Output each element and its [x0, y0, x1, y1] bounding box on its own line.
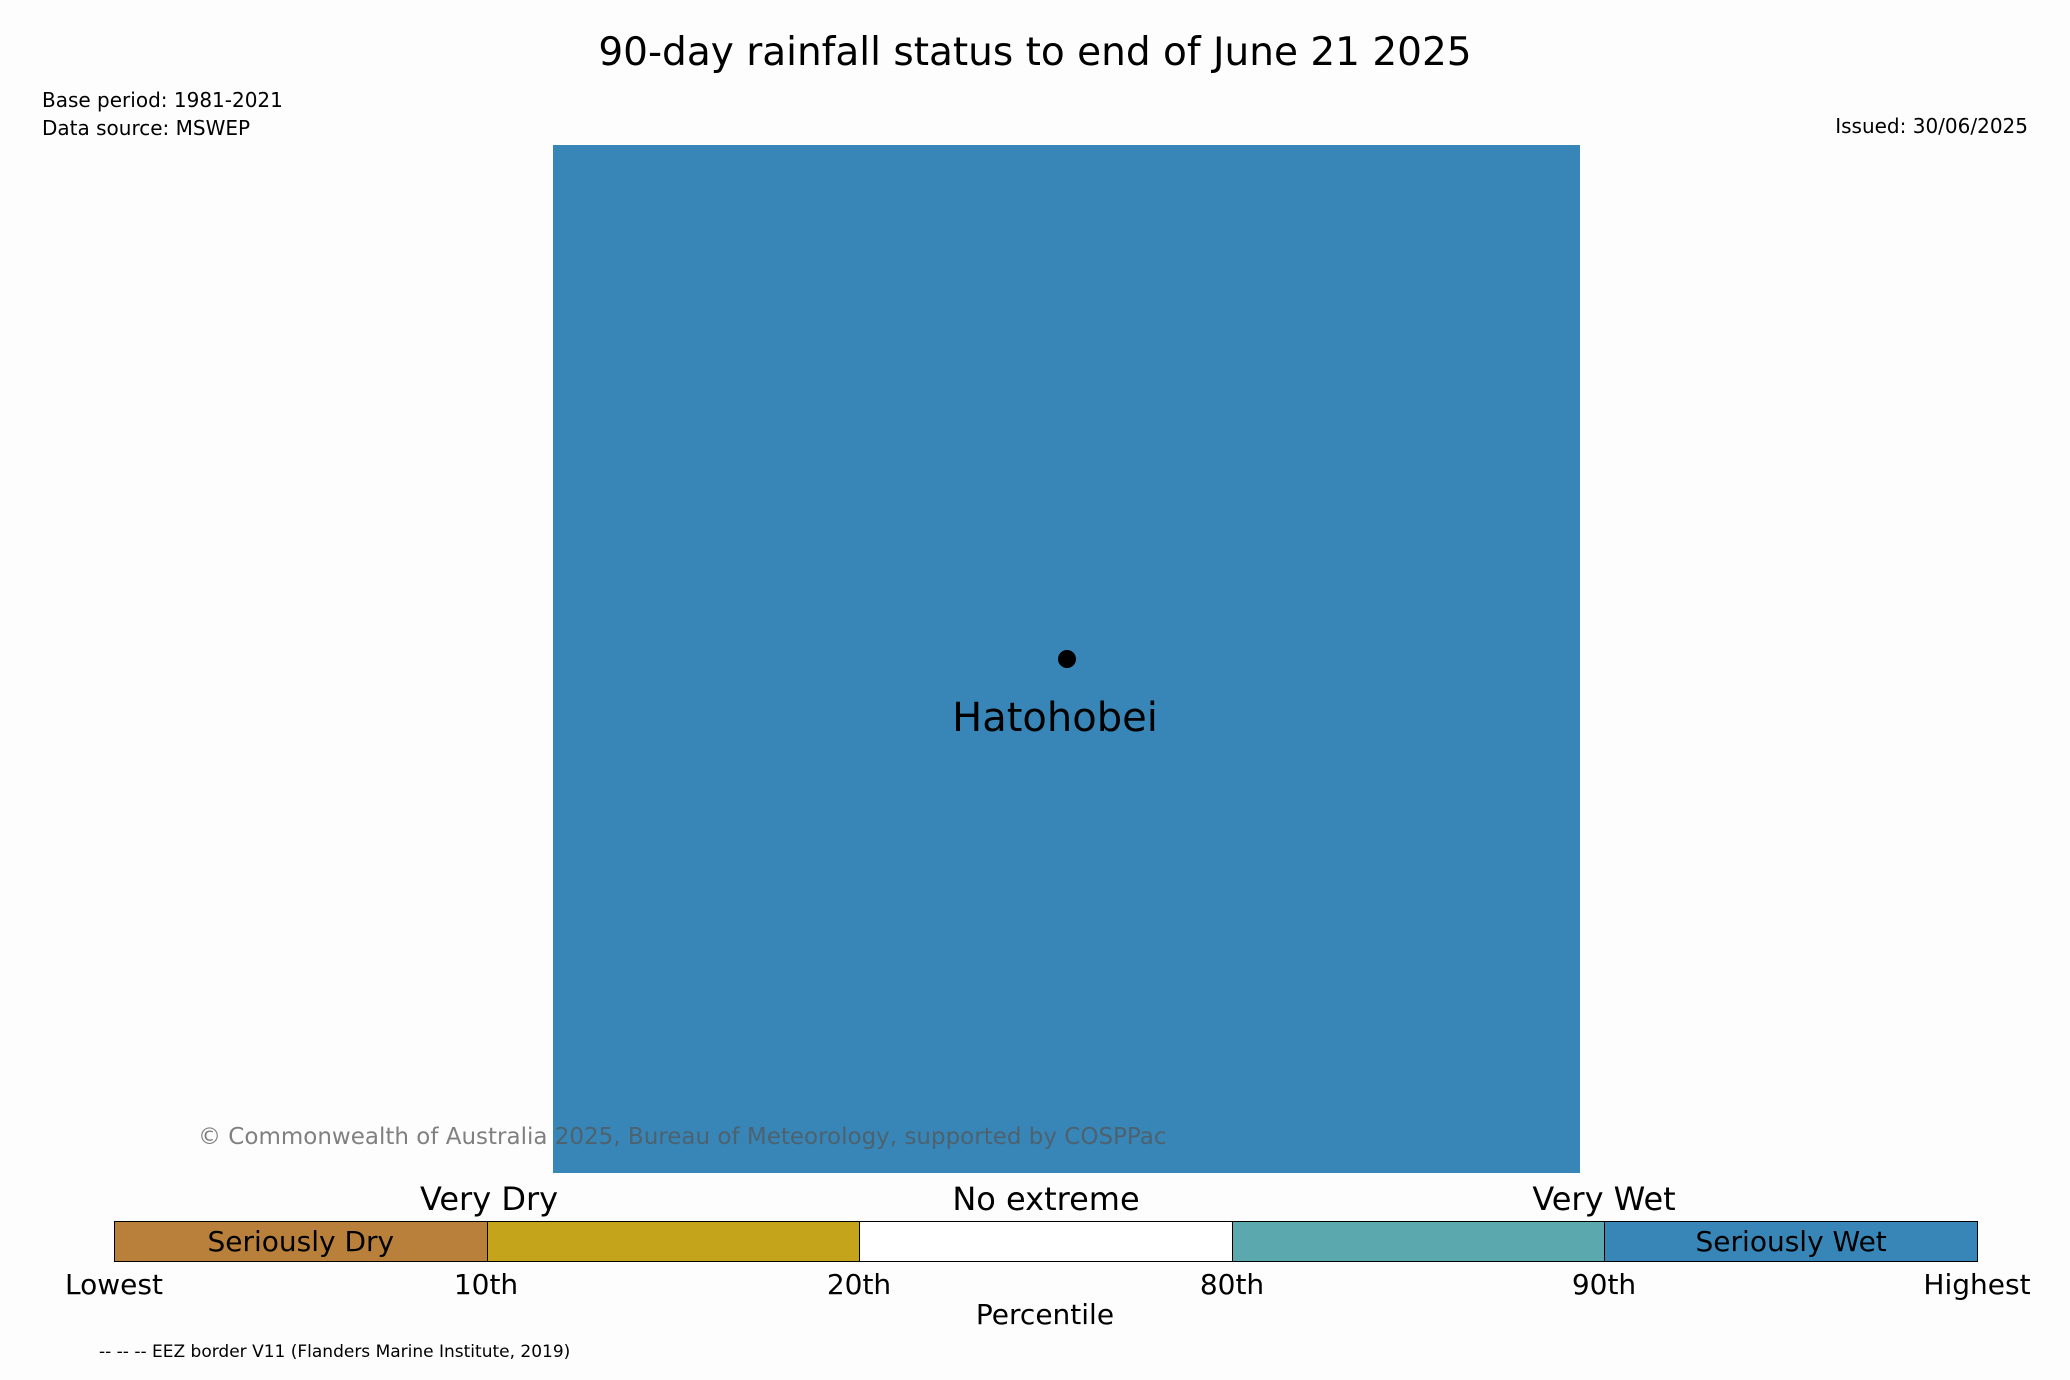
copyright-notice: © Commonwealth of Australia 2025, Bureau… — [198, 1124, 1167, 1150]
legend-segment-seriously-dry: Seriously Dry — [115, 1222, 488, 1261]
legend-segment-no-extreme — [860, 1222, 1233, 1261]
legend-tick-10th: 10th — [453, 1268, 519, 1301]
base-period-text: Base period: 1981-2021 — [42, 88, 283, 112]
metadata-block: Base period: 1981-2021 Data source: MSWE… — [42, 86, 283, 142]
legend-tick-highest: Highest — [1923, 1268, 2031, 1301]
legend-tick-90th: 90th — [1571, 1268, 1637, 1301]
legend-colorbar: Seriously Dry Seriously Wet — [114, 1221, 1978, 1262]
legend-tick-80th: 80th — [1199, 1268, 1265, 1301]
legend-segment-very-dry — [487, 1222, 861, 1261]
legend-group-very-dry: Very Dry — [419, 1180, 559, 1218]
eez-footnote: -- -- -- EEZ border V11 (Flanders Marine… — [99, 1342, 571, 1362]
legend-group-no-extreme: No extreme — [952, 1180, 1140, 1218]
legend-tick-20th: 20th — [826, 1268, 892, 1301]
legend-segment-very-wet — [1232, 1222, 1606, 1261]
location-marker — [1058, 650, 1076, 668]
map-title: 90-day rainfall status to end of June 21… — [598, 30, 1472, 75]
issued-date: Issued: 30/06/2025 — [1835, 114, 2028, 138]
legend-group-very-wet: Very Wet — [1532, 1180, 1676, 1218]
data-source-text: Data source: MSWEP — [42, 116, 251, 140]
location-label: Hatohobei — [952, 695, 1158, 741]
legend-segment-seriously-wet: Seriously Wet — [1605, 1222, 1977, 1261]
legend-tick-lowest: Lowest — [65, 1268, 163, 1301]
legend-axis-label: Percentile — [975, 1298, 1115, 1331]
